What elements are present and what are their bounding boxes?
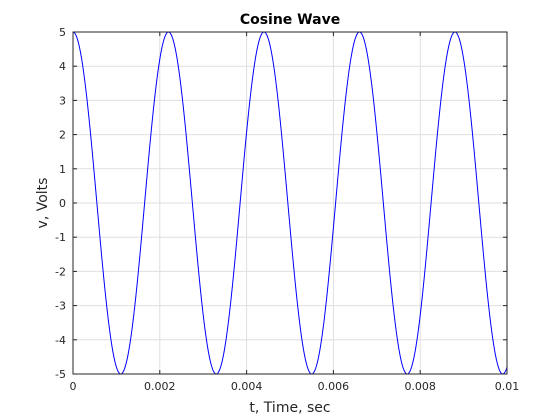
y-tick-label: -1 [55, 231, 66, 244]
x-tick-label: 0.008 [404, 380, 436, 393]
x-tick-label: 0.002 [144, 380, 176, 393]
y-tick-label: 4 [59, 60, 66, 73]
y-axis-label: v, Volts [35, 178, 51, 229]
x-axis-label: t, Time, sec [249, 400, 330, 416]
x-tick-label: 0.006 [318, 380, 350, 393]
ticks: 0 0.002 0.004 0.006 0.008 0.01 -5 -4 -3 -2 -1 0 1 2 3 4… [55, 26, 519, 393]
y-tick-label: 3 [59, 94, 66, 107]
y-tick-label: 1 [59, 163, 66, 176]
y-tick-label: -3 [55, 300, 66, 313]
chart-title: Cosine Wave [240, 12, 340, 28]
y-tick-label: -5 [55, 368, 66, 381]
y-tick-label: -2 [55, 265, 66, 278]
series-layer [72, 31, 508, 375]
x-tick-label: 0 [70, 380, 77, 393]
x-tick-label: 0.004 [231, 380, 263, 393]
y-tick-label: -4 [55, 334, 66, 347]
y-tick-label: 5 [59, 26, 66, 39]
x-tick-label: 0.01 [495, 380, 520, 393]
y-tick-label: 2 [59, 129, 66, 142]
grid [72, 31, 508, 375]
series-line [72, 31, 508, 375]
y-tick-label: 0 [59, 197, 66, 210]
